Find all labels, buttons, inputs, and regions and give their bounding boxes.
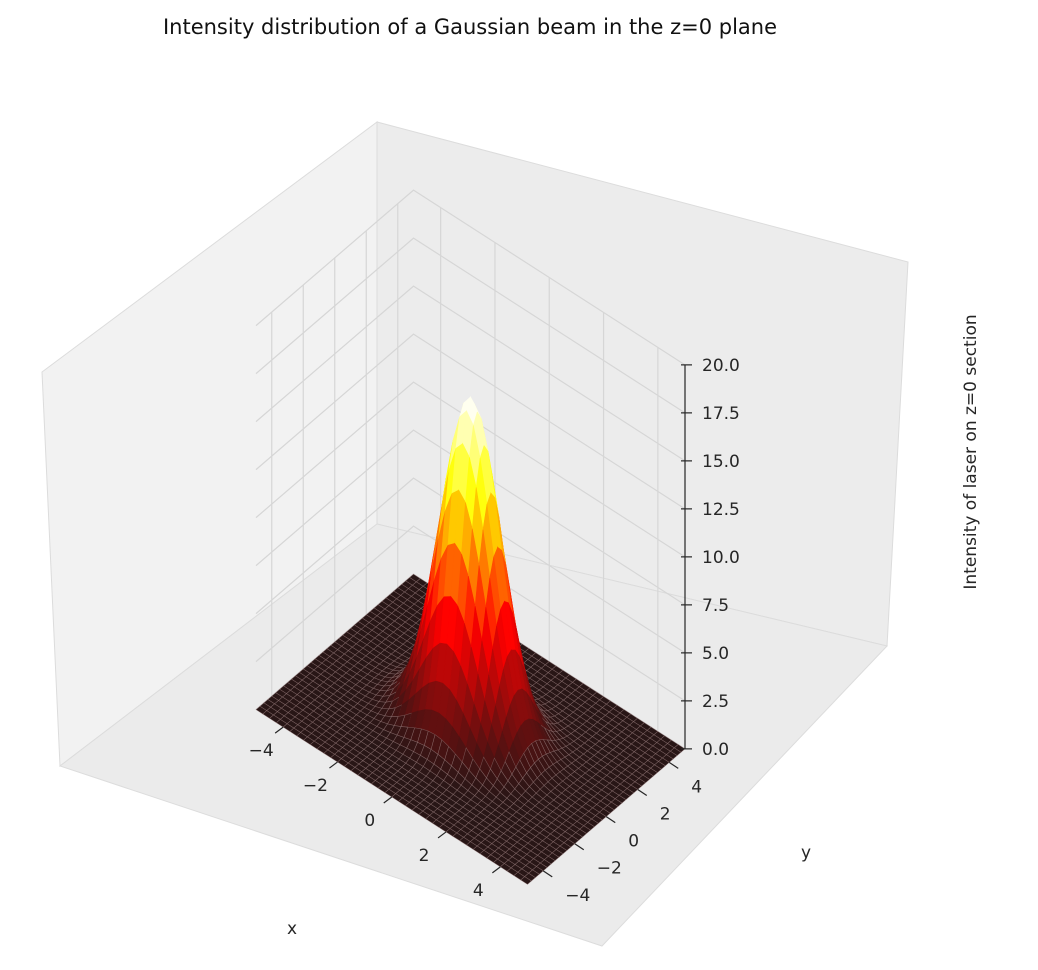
y-tick-mark <box>574 843 585 851</box>
y-tick-label: −2 <box>597 859 622 879</box>
x-tick-label: 4 <box>473 881 484 901</box>
x-tick-mark <box>383 796 393 804</box>
x-tick-mark <box>437 831 447 839</box>
z-tick-label: 5.0 <box>702 644 729 664</box>
z-tick-label: 0.0 <box>702 740 729 760</box>
z-tick-label: 15.0 <box>702 452 740 472</box>
gaussian-surface <box>255 396 686 885</box>
x-tick-label: 2 <box>419 846 430 866</box>
y-axis-label: y <box>801 843 811 863</box>
y-tick-mark <box>668 761 679 769</box>
x-axis-label: x <box>287 919 297 939</box>
x-tick-mark <box>274 726 284 734</box>
z-axis-label: Intensity of laser on z=0 section <box>961 314 981 589</box>
x-tick-label: 0 <box>364 811 375 831</box>
chart-title: Intensity distribution of a Gaussian bea… <box>163 15 777 39</box>
z-tick-label: 2.5 <box>702 692 729 712</box>
y-tick-mark <box>542 870 553 878</box>
z-tick-label: 10.0 <box>702 548 740 568</box>
y-tick-mark <box>605 816 616 824</box>
y-tick-label: −4 <box>565 886 590 906</box>
z-tick-label: 7.5 <box>702 596 729 616</box>
x-tick-mark <box>329 761 338 769</box>
x-tick-label: −2 <box>303 776 328 796</box>
y-tick-mark <box>637 789 648 797</box>
y-tick-label: 0 <box>628 832 639 852</box>
x-tick-mark <box>491 866 501 874</box>
x-tick-label: −4 <box>249 741 274 761</box>
z-tick-label: 17.5 <box>702 404 740 424</box>
surface-patch <box>520 876 532 885</box>
y-tick-label: 4 <box>691 777 702 797</box>
z-tick-label: 12.5 <box>702 500 740 520</box>
z-tick-label: 20.0 <box>702 356 740 376</box>
y-tick-label: 2 <box>660 805 671 825</box>
